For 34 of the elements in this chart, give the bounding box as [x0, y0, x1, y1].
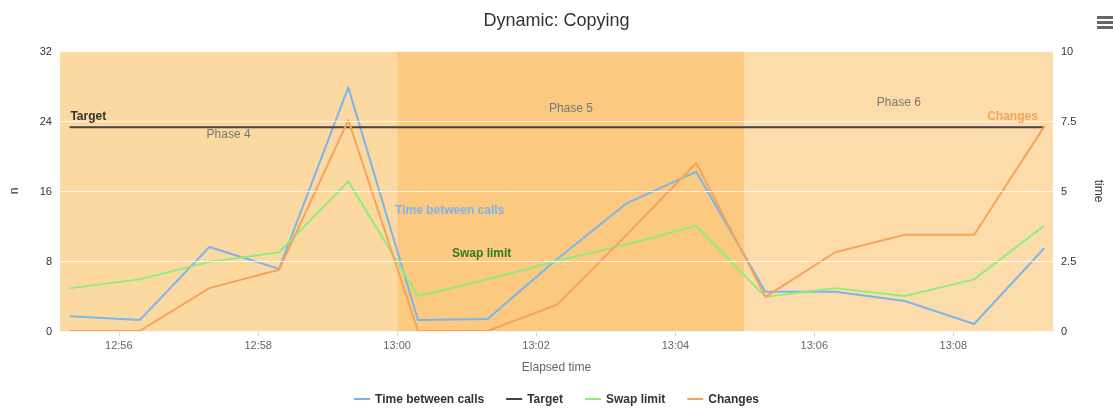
y2-tick-label: 7.5: [1061, 115, 1077, 127]
y2-tick-label: 0: [1061, 325, 1068, 337]
text: Changes: [987, 109, 1038, 124]
y-tick-label: 16: [39, 185, 52, 197]
band-label: Phase 5: [548, 101, 594, 115]
text: Time between calls: [395, 202, 505, 217]
x-tick-label: 13:08: [939, 338, 968, 351]
y-axis-title: n: [7, 187, 21, 195]
y-tick-label: 8: [45, 255, 52, 267]
band-label: Phase 6: [876, 95, 922, 109]
legend-label: Time between calls: [375, 392, 485, 406]
text: Target: [70, 109, 107, 124]
y2-tick-label: 10: [1061, 45, 1074, 57]
x-tick-label: 13:06: [800, 338, 829, 351]
legend-label: Swap limit: [605, 392, 666, 406]
band-label: Phase 4: [206, 127, 251, 141]
legend-label: Target: [527, 392, 563, 406]
x-tick-label: 12:58: [244, 338, 272, 351]
y2-tick-label: 5: [1061, 185, 1068, 197]
y-tick-label: 32: [39, 45, 52, 57]
x-tick-label: 13:00: [383, 338, 411, 351]
line-series: [69, 86, 1045, 325]
line-series: [69, 180, 1045, 298]
y2-tick-label: 2.5: [1061, 255, 1077, 267]
chart-title: Dynamic: Copying: [483, 10, 630, 30]
x-axis-title: Elapsed time: [521, 360, 592, 374]
y-tick-label: 0: [45, 325, 52, 337]
x-tick-label: 12:56: [105, 338, 133, 351]
y2-axis-title: time: [1092, 179, 1106, 203]
x-tick-label: 13:02: [522, 338, 550, 351]
legend-label: Changes: [708, 392, 760, 406]
text: Swap limit: [451, 246, 512, 261]
x-tick-label: 13:04: [661, 338, 690, 351]
y-tick-label: 24: [39, 115, 52, 127]
